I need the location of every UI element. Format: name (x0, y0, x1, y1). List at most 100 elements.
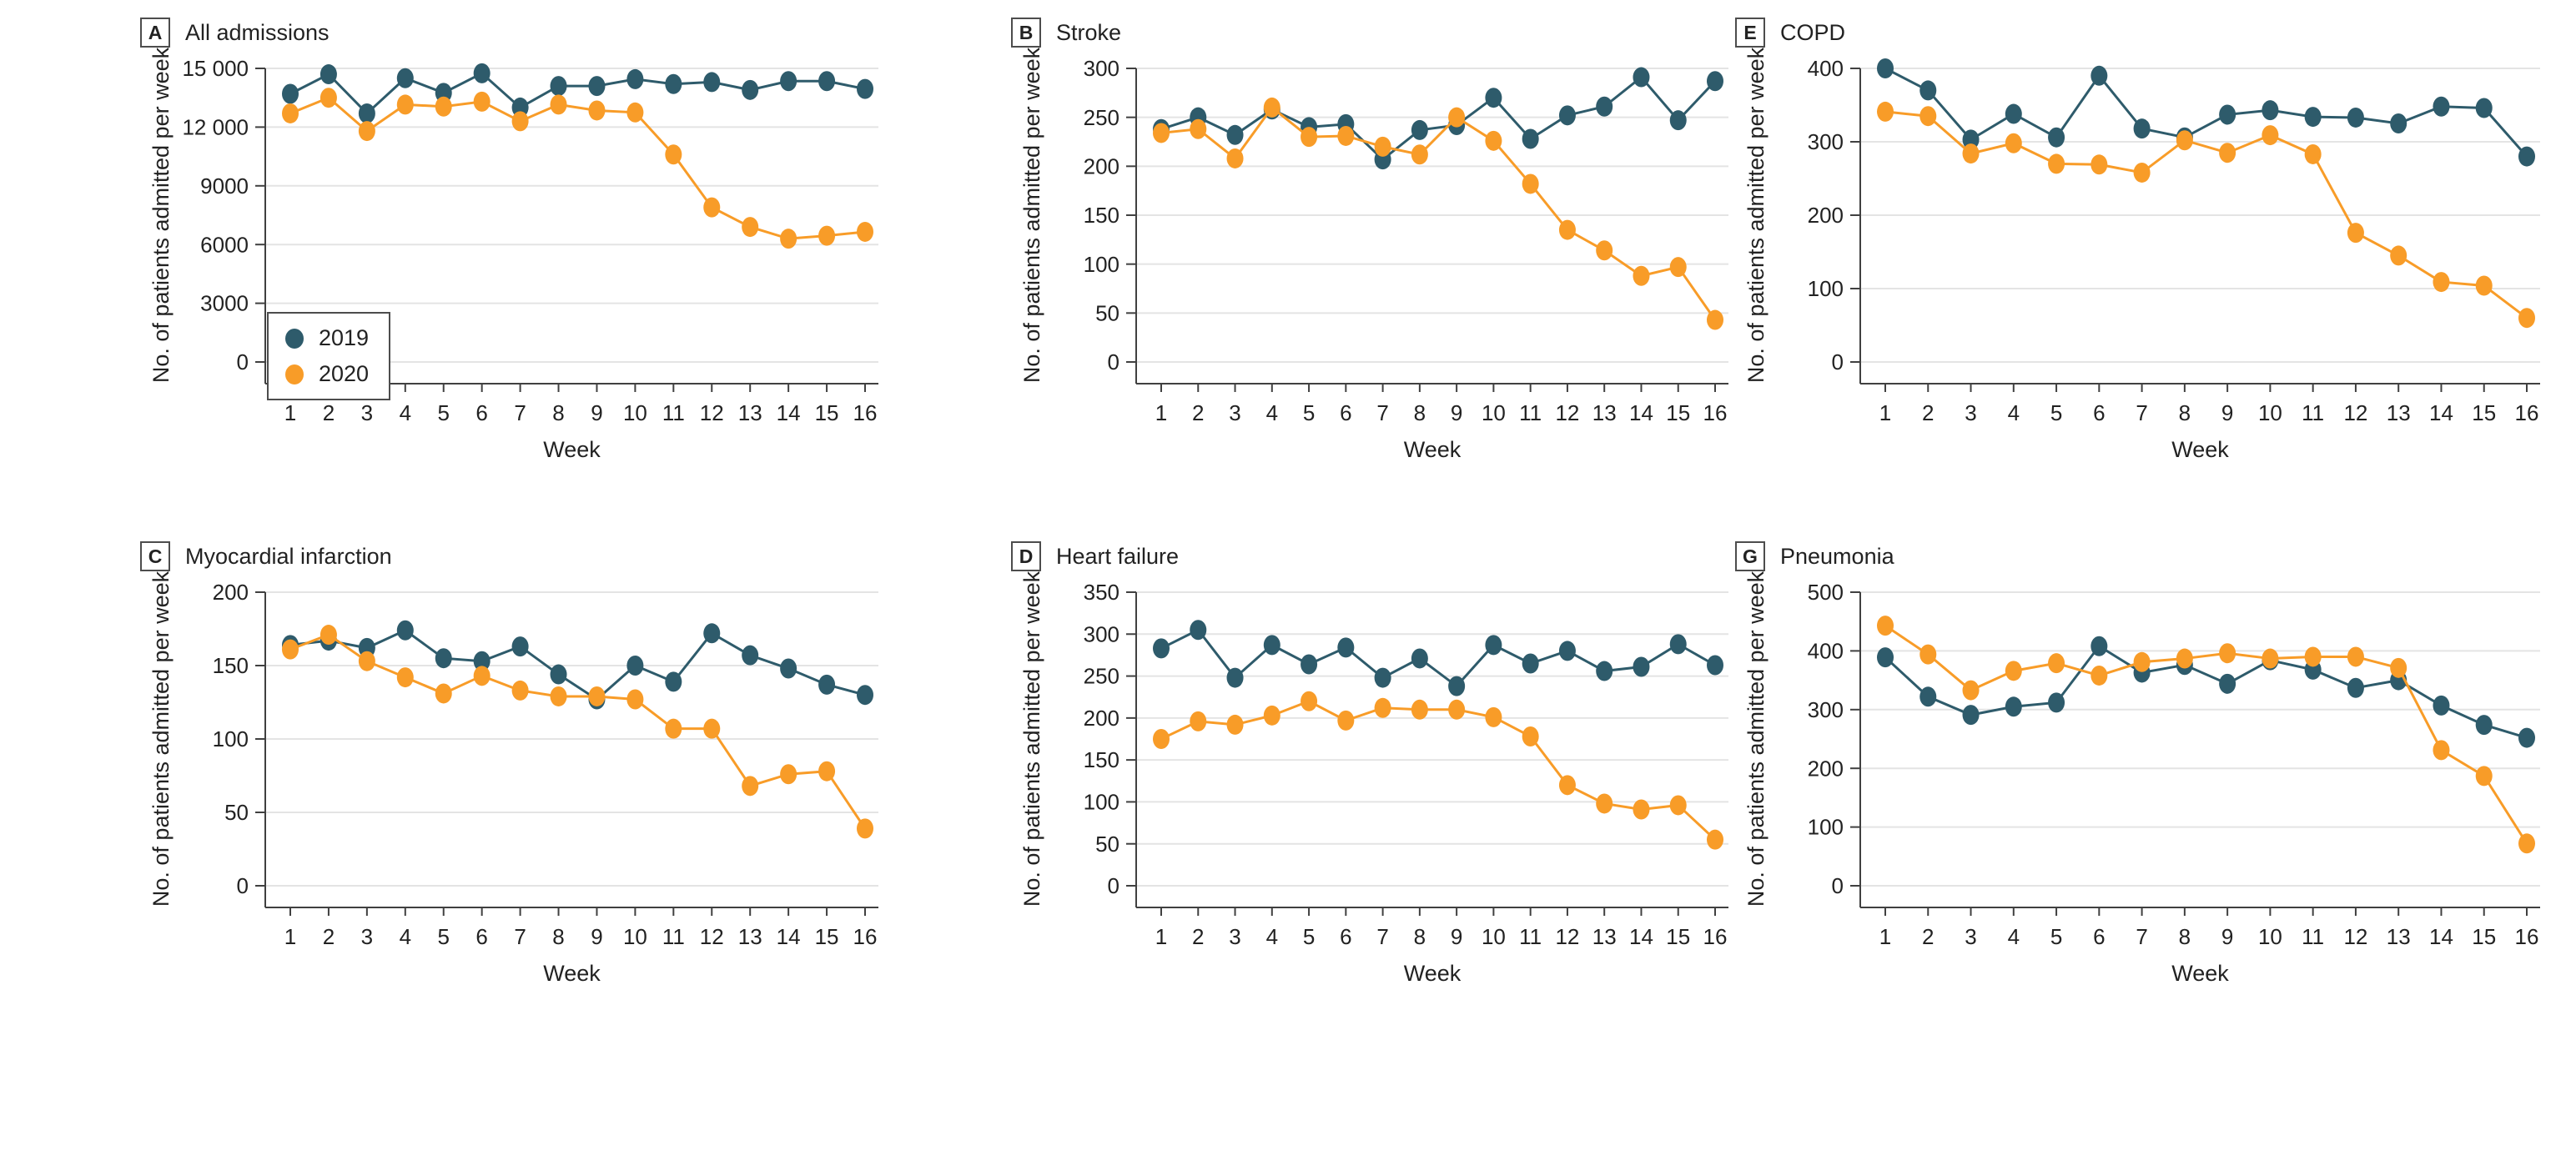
x-tick-label: 14 (777, 400, 801, 425)
x-tick-label: 4 (400, 924, 411, 949)
data-point-2019-week-4 (396, 620, 414, 641)
x-tick-label: 5 (437, 400, 449, 425)
data-point-2020-week-11 (2304, 143, 2322, 164)
data-point-2019-week-15 (818, 71, 836, 92)
x-tick-label: 11 (1519, 924, 1542, 949)
data-point-2019-week-12 (703, 72, 721, 93)
gridlines: 0 50 100 150 200 250 300 350 (1084, 580, 1728, 898)
data-point-2020-week-15 (2475, 275, 2493, 296)
x-tick-label: 2 (1922, 924, 1934, 949)
data-point-2020-week-15 (818, 761, 836, 782)
data-point-2019-week-10 (626, 68, 644, 89)
series-2020 (282, 625, 873, 839)
panel-title: All admissions (185, 19, 330, 45)
x-tick-label: 3 (1965, 924, 1976, 949)
data-point-2020-week-5 (435, 683, 452, 704)
data-point-2020-week-1 (1153, 729, 1170, 749)
data-point-2020-week-9 (588, 686, 606, 706)
data-point-2019-week-6 (473, 63, 491, 83)
x-tick-label: 5 (437, 924, 449, 949)
panel-header: A All admissions (140, 15, 895, 50)
x-tick-label: 9 (591, 924, 602, 949)
data-point-2019-week-13 (2390, 113, 2407, 133)
data-point-2020-week-14 (780, 764, 797, 785)
x-tick-label: 15 (1666, 400, 1690, 425)
data-point-2020-week-11 (1522, 726, 1539, 746)
x-tick-label: 2 (323, 400, 335, 425)
data-point-2019-week-15 (818, 674, 836, 695)
data-point-2019-week-7 (1374, 667, 1391, 688)
data-point-2020-week-10 (626, 689, 644, 710)
x-tick-label: 16 (853, 400, 878, 425)
x-tick-label: 5 (1303, 924, 1315, 949)
x-tick-label: 10 (2258, 400, 2282, 425)
x-tick-label: 11 (1519, 400, 1542, 425)
data-point-2019-week-2 (319, 64, 337, 85)
panel-header: B Stroke (1011, 15, 1745, 50)
data-point-2019-week-16 (857, 685, 873, 706)
data-point-2020-week-2 (319, 625, 337, 646)
data-point-2020-week-1 (1153, 123, 1170, 143)
data-point-2020-week-7 (2133, 651, 2151, 672)
data-point-2020-week-10 (1485, 706, 1502, 727)
series-line-2019 (1160, 75, 1717, 162)
data-point-2020-week-10 (626, 102, 644, 123)
data-point-2020-week-13 (742, 776, 759, 797)
data-point-2020-week-2 (1190, 118, 1207, 139)
data-point-2020-week-10 (2262, 125, 2279, 146)
x-tick-label: 11 (2302, 400, 2324, 425)
series-line-2020 (1884, 624, 2528, 845)
x-tick-label: 12 (2343, 924, 2367, 949)
x-tick-label: 5 (2050, 400, 2062, 425)
y-tick-label: 0 (237, 873, 249, 898)
x-axis-ticks: 1 2 3 4 5 6 7 8 9 10 11 12 13 14 15 16 (1879, 907, 2538, 949)
data-point-2019-week-1 (1153, 638, 1170, 659)
x-tick-label: 9 (2221, 400, 2233, 425)
data-point-2019-week-11 (665, 671, 682, 692)
data-point-2019-week-8 (1411, 119, 1428, 140)
data-point-2020-week-9 (2219, 143, 2236, 163)
panel-title: COPD (1780, 19, 1846, 45)
series-line-2019 (1884, 67, 2528, 158)
panel-title: Stroke (1056, 19, 1122, 45)
x-tick-label: 1 (1155, 924, 1167, 949)
x-tick-label: 1 (1879, 400, 1891, 425)
y-tick-label: 100 (1084, 790, 1119, 815)
y-tick-label: 200 (1808, 756, 1844, 781)
data-point-2019-week-5 (1301, 654, 1318, 675)
series-2019 (282, 63, 873, 123)
x-tick-label: 1 (284, 400, 296, 425)
legend-item-2019: 2019 (285, 325, 369, 351)
x-tick-label: 2 (1192, 400, 1204, 425)
data-point-2020-week-11 (1522, 173, 1539, 194)
data-point-2020-week-9 (1448, 107, 1466, 128)
data-point-2019-week-2 (1190, 620, 1207, 641)
x-tick-label: 9 (2221, 924, 2233, 949)
x-tick-label: 1 (1155, 400, 1167, 425)
x-tick-label: 8 (552, 924, 564, 949)
y-tick-label: 200 (213, 580, 249, 605)
data-point-2019-week-5 (435, 83, 452, 103)
y-tick-label: 150 (1084, 747, 1119, 772)
data-point-2019-week-8 (550, 76, 567, 97)
series-2020 (1153, 691, 1723, 850)
data-point-2020-week-11 (665, 718, 682, 739)
data-point-2020-week-9 (1448, 699, 1466, 720)
x-tick-label: 6 (2093, 924, 2105, 949)
data-point-2020-week-8 (550, 94, 567, 115)
data-point-2019-week-6 (1337, 637, 1355, 658)
data-point-2020-week-3 (1962, 143, 1980, 164)
data-point-2019-week-12 (2347, 677, 2364, 698)
x-tick-label: 12 (2343, 400, 2367, 425)
y-tick-label: 0 (1108, 873, 1119, 898)
gridlines: 0 50 100 150 200 (213, 580, 878, 898)
y-tick-label: 100 (1084, 252, 1119, 277)
data-point-2020-week-16 (2518, 833, 2535, 854)
x-tick-label: 8 (2179, 924, 2191, 949)
data-point-2020-week-16 (857, 221, 873, 242)
panel-myocardial-infarction: C Myocardial infarction 0 50 100 150 200 1 2 3 4… (140, 539, 895, 1000)
data-point-2019-week-13 (1596, 96, 1613, 117)
data-point-2019-week-9 (588, 76, 606, 97)
